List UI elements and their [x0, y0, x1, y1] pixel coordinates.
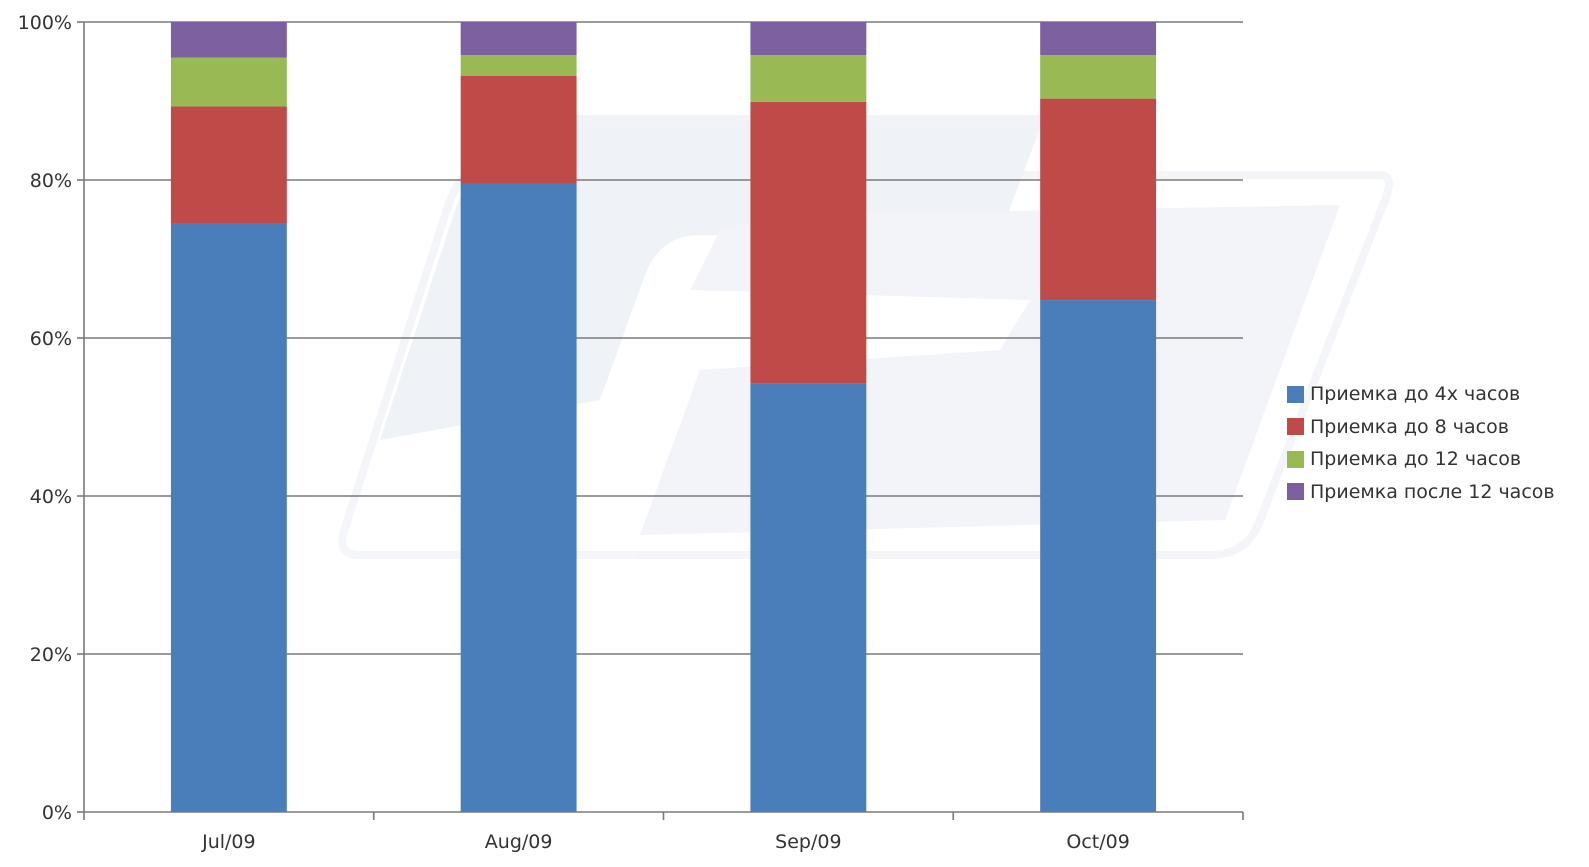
y-tick-label: 0% [42, 802, 72, 824]
x-category-label: Aug/09 [485, 831, 553, 853]
y-tick-label: 100% [18, 12, 72, 34]
x-category-label: Sep/09 [775, 831, 841, 853]
legend-swatch [1287, 385, 1304, 403]
bar-segment [1040, 98, 1157, 301]
y-tick-label: 60% [30, 328, 72, 350]
bar-segment [170, 223, 287, 812]
y-tick-label: 20% [30, 644, 72, 666]
bar-segment [460, 75, 577, 184]
legend-label: Приемка до 4х часов [1310, 383, 1521, 406]
legend-item: Приемка до 12 часов [1287, 443, 1555, 476]
bar-segment [170, 106, 287, 224]
legend-label: Приемка до 12 часов [1310, 448, 1522, 471]
legend-item: Приемка до 8 часов [1287, 411, 1555, 444]
legend-swatch [1287, 418, 1304, 436]
bar-segment [1040, 55, 1157, 99]
bar-segment [1040, 300, 1157, 812]
y-tick-label: 80% [30, 170, 72, 192]
bar-segment [750, 383, 867, 812]
x-category-label: Jul/09 [201, 831, 256, 853]
y-tick-label: 40% [30, 486, 72, 508]
bar-segment [460, 22, 577, 56]
legend-label: Приемка после 12 часов [1310, 480, 1555, 503]
legend-swatch [1287, 483, 1304, 501]
x-category-label: Oct/09 [1066, 831, 1129, 853]
bar-segment [460, 183, 577, 812]
bar-segment [170, 22, 287, 58]
bar-segment [170, 57, 287, 107]
bar-segment [750, 22, 867, 56]
legend-item: Приемка до 4х часов [1287, 378, 1555, 411]
legend-label: Приемка до 8 часов [1310, 415, 1509, 438]
legend-item: Приемка после 12 часов [1287, 476, 1555, 509]
chart-legend: Приемка до 4х часов Приемка до 8 часов При… [1287, 378, 1555, 508]
bar-segment [750, 55, 867, 102]
bar-segment [1040, 22, 1157, 56]
legend-swatch [1287, 450, 1304, 468]
bar-segment [460, 55, 577, 76]
bar-segment [750, 101, 867, 384]
